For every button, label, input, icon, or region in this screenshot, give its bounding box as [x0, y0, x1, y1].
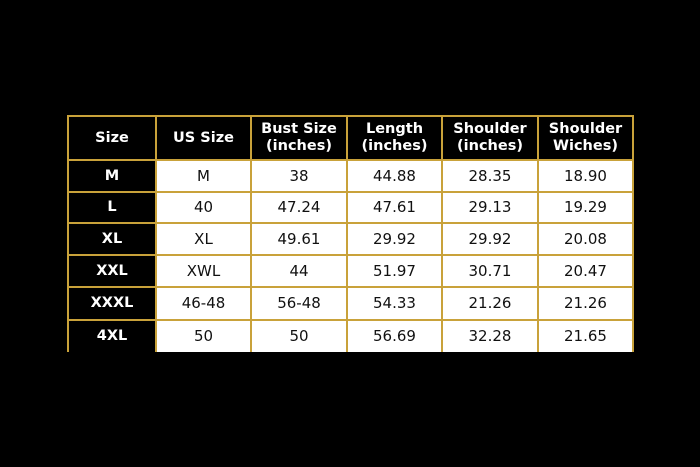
cell-text: 44.88	[373, 166, 416, 185]
value-cell: 21.65	[539, 321, 632, 352]
cell-text: 18.90	[564, 166, 607, 185]
cell-text: 54.33	[373, 294, 416, 312]
cell-text: XXL	[96, 262, 128, 279]
value-cell: 18.90	[539, 161, 632, 191]
header-text: Wiches)	[553, 138, 618, 154]
cell-text: 44	[289, 261, 309, 280]
header-cell: Shoulder (inches)	[443, 117, 537, 159]
value-cell: 47.24	[252, 193, 346, 222]
header-cell: Bust Size (inches)	[252, 117, 346, 159]
value-cell: 20.47	[539, 256, 632, 286]
header-text: (inches)	[266, 138, 332, 154]
cell-text: 21.65	[564, 327, 607, 345]
cell-text: 51.97	[373, 261, 416, 280]
cell-text: 47.61	[373, 198, 416, 216]
cell-text: 20.08	[564, 229, 607, 248]
cell-text: 47.24	[277, 198, 321, 216]
header-cell: Length (inches)	[348, 117, 441, 159]
header-text: (inches)	[457, 138, 523, 154]
cell-text: 29.13	[468, 198, 512, 216]
cell-text: M	[104, 167, 120, 184]
value-cell: 49.61	[252, 224, 346, 254]
value-cell: 38	[252, 161, 346, 191]
cell-text: 20.47	[564, 261, 607, 280]
header-cell: US Size	[157, 117, 250, 159]
cell-text: M	[197, 166, 210, 185]
value-cell: 51.97	[348, 256, 441, 286]
header-text: Size	[95, 129, 129, 146]
cell-text: XXXL	[90, 295, 134, 311]
size-cell: XL	[69, 224, 155, 254]
value-cell: 50	[252, 321, 346, 352]
value-cell: 54.33	[348, 288, 441, 319]
value-cell: 46-48	[157, 288, 250, 319]
header-cell: Size	[69, 117, 155, 159]
cell-text: 50	[289, 327, 309, 345]
size-cell: L	[69, 193, 155, 222]
value-cell: 20.08	[539, 224, 632, 254]
value-cell: M	[157, 161, 250, 191]
header-text: (inches)	[361, 138, 428, 154]
cell-text: 50	[193, 327, 214, 345]
cell-text: 21.26	[564, 294, 607, 312]
header-text: Length	[365, 121, 424, 137]
header-text: Shoulder	[453, 121, 527, 137]
cell-text: 21.26	[468, 294, 512, 312]
value-cell: XL	[157, 224, 250, 254]
size-table: Size US Size Bust Size (inches) Length (inche…	[67, 115, 634, 352]
cell-text: L	[107, 199, 117, 215]
value-cell: 21.26	[539, 288, 632, 319]
value-cell: 44.88	[348, 161, 441, 191]
cell-text: XWL	[186, 261, 221, 280]
header-cell: Shoulder Wiches)	[539, 117, 632, 159]
cell-text: 28.35	[468, 166, 512, 185]
value-cell: 50	[157, 321, 250, 352]
cell-text: 46-48	[181, 294, 226, 312]
size-cell: M	[69, 161, 155, 191]
cell-text: 4XL	[96, 328, 128, 344]
value-cell: 56.69	[348, 321, 441, 352]
size-cell: XXL	[69, 256, 155, 286]
cell-text: XL	[194, 229, 213, 248]
size-cell: XXXL	[69, 288, 155, 319]
header-text: Bust Size	[261, 121, 337, 137]
value-cell: 47.61	[348, 193, 441, 222]
value-cell: 32.28	[443, 321, 537, 352]
value-cell: 29.92	[443, 224, 537, 254]
value-cell: 30.71	[443, 256, 537, 286]
cell-text: XL	[101, 230, 123, 247]
header-text: Shoulder	[548, 121, 623, 137]
value-cell: 44	[252, 256, 346, 286]
value-cell: 29.13	[443, 193, 537, 222]
value-cell: 40	[157, 193, 250, 222]
cell-text: 29.92	[468, 229, 512, 248]
cell-text: 56.69	[373, 327, 416, 345]
cell-text: 40	[193, 198, 214, 216]
size-cell: 4XL	[69, 321, 155, 352]
cell-text: 49.61	[277, 229, 321, 248]
value-cell: 21.26	[443, 288, 537, 319]
value-cell: 29.92	[348, 224, 441, 254]
value-cell: 19.29	[539, 193, 632, 222]
header-text: US Size	[173, 129, 234, 146]
cell-text: 19.29	[564, 198, 607, 216]
value-cell: 28.35	[443, 161, 537, 191]
cell-text: 29.92	[373, 229, 416, 248]
cell-text: 30.71	[468, 261, 512, 280]
cell-text: 32.28	[468, 327, 512, 345]
value-cell: XWL	[157, 256, 250, 286]
value-cell: 56-48	[252, 288, 346, 319]
cell-text: 56-48	[277, 294, 321, 312]
cell-text: 38	[289, 166, 309, 185]
